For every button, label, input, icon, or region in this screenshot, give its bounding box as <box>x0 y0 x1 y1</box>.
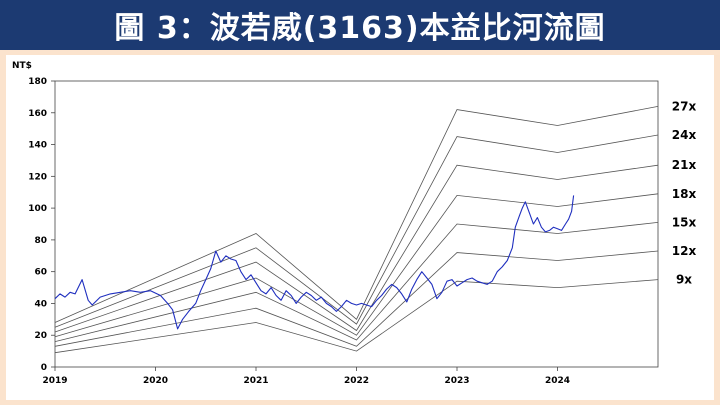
band-label-21x: 21x <box>672 158 697 172</box>
price-line <box>54 195 575 330</box>
y-tick-label: 180 <box>28 77 47 87</box>
band-label-18x: 18x <box>672 187 697 201</box>
x-tick-label: 2024 <box>545 376 570 386</box>
band-line-24x <box>54 134 659 328</box>
x-tick-label: 2021 <box>243 376 268 386</box>
band-label-12x: 12x <box>672 244 697 258</box>
y-tick-label: 0 <box>41 363 47 373</box>
y-tick-label: 160 <box>28 109 47 119</box>
y-tick-label: 60 <box>34 268 47 278</box>
y-tick-label: 120 <box>28 172 47 182</box>
y-tick-label: 80 <box>34 236 47 246</box>
title-bar: 圖 3：波若威(3163)本益比河流圖 <box>0 0 720 50</box>
chart-panel: NT$ 0 20 40 60 80 100 120 140 160 180 2019 2020 202… <box>6 55 714 400</box>
y-tick-label: 100 <box>28 204 47 214</box>
band-line-21x <box>54 164 659 333</box>
y-tick-label: 40 <box>34 299 47 309</box>
band-label-27x: 27x <box>672 99 697 113</box>
band-line-9x <box>54 279 659 354</box>
band-line-12x <box>54 250 659 347</box>
band-label-9x: 9x <box>676 273 692 287</box>
band-line-18x <box>54 193 659 338</box>
y-tick-label: 140 <box>28 141 47 151</box>
pe-river-chart: NT$ 0 20 40 60 80 100 120 140 160 180 2019 2020 202… <box>12 61 697 386</box>
band-label-24x: 24x <box>672 128 697 142</box>
x-tick-label: 2023 <box>444 376 469 386</box>
x-tick-label: 2022 <box>344 376 369 386</box>
chart-title: 圖 3：波若威(3163)本益比河流圖 <box>114 11 606 46</box>
y-tick-label: 20 <box>34 331 47 341</box>
band-label-15x: 15x <box>672 215 697 229</box>
x-tick-label: 2020 <box>143 376 168 386</box>
band-line-15x <box>54 222 659 342</box>
x-tick-label: 2019 <box>42 376 67 386</box>
y-axis-label: NT$ <box>12 61 32 71</box>
band-line-27x <box>54 106 659 323</box>
